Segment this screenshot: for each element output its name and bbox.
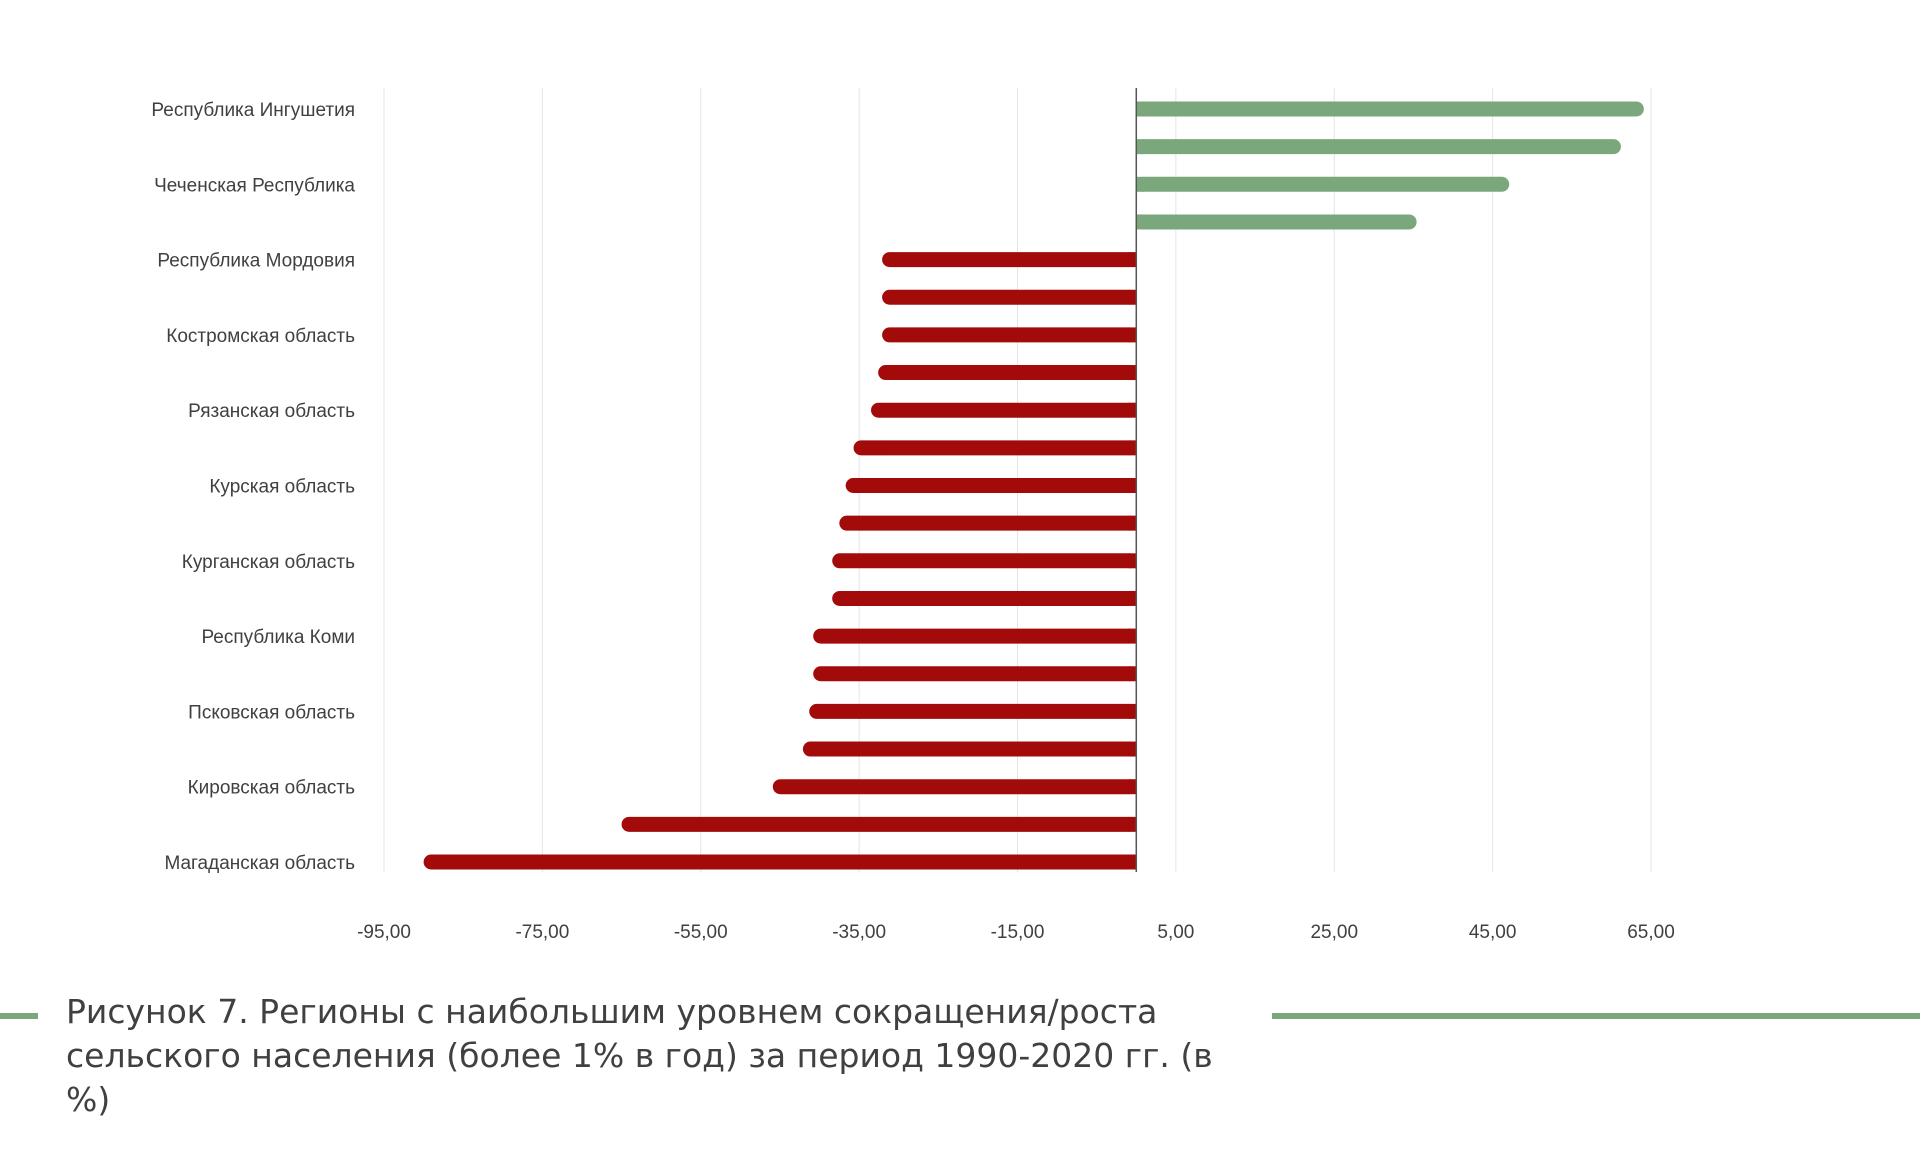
bar (882, 289, 1137, 305)
bar (809, 703, 1137, 719)
bar-base (1128, 703, 1137, 719)
figure-caption: Рисунок 7. Регионы с наибольшим уровнем … (66, 992, 1213, 1119)
x-tick-label: 25,00 (1310, 922, 1358, 943)
bar (882, 252, 1137, 268)
bar (832, 590, 1137, 606)
caption-line-left (0, 1013, 38, 1019)
bar-base (1128, 666, 1137, 682)
bar (1136, 176, 1510, 192)
chart: -95,00 -75,00 -55,00 -35,00 -15,00 5,00 25,00 4… (151, 88, 1675, 943)
bar (839, 515, 1137, 531)
bar-base (1128, 402, 1137, 418)
category-label: Республика Коми (201, 627, 355, 648)
bar (813, 628, 1137, 644)
category-label: Магаданская область (164, 853, 355, 874)
bar-base (1128, 440, 1137, 456)
bar-base (1136, 101, 1144, 117)
category-label: Курская область (209, 477, 355, 498)
bar-base (1136, 139, 1144, 155)
bar-base (1136, 214, 1144, 230)
category-label: Кировская область (188, 778, 356, 799)
category-label: Костромская область (166, 326, 355, 347)
category-label: Рязанская область (188, 401, 355, 422)
bar-base (1128, 252, 1137, 268)
x-tick-label: -75,00 (515, 922, 569, 943)
bar (423, 854, 1137, 870)
bar-base (1128, 779, 1137, 795)
category-label: Республика Ингушетия (151, 100, 355, 121)
bar-base (1128, 741, 1137, 757)
x-tick-label: -95,00 (357, 922, 411, 943)
bar-base (1128, 590, 1137, 606)
x-tick-label: 65,00 (1627, 922, 1675, 943)
bar-base (1128, 515, 1137, 531)
bar (853, 440, 1137, 456)
bar-base (1128, 854, 1137, 870)
bar-base (1128, 327, 1137, 343)
bar-base (1128, 628, 1137, 644)
bar (802, 741, 1137, 757)
bar-base (1128, 289, 1137, 305)
bar (845, 478, 1137, 493)
bar (813, 666, 1137, 682)
category-label: Республика Мордовия (157, 251, 355, 272)
bar-base (1136, 176, 1144, 192)
bar-base (1128, 478, 1137, 493)
bar-base (1128, 365, 1137, 381)
bar (1136, 214, 1417, 230)
category-label: Курганская область (182, 552, 355, 573)
x-tick-label: 5,00 (1157, 922, 1194, 943)
x-tick-label: -15,00 (991, 922, 1045, 943)
x-tick-label: -55,00 (674, 922, 728, 943)
bar (772, 779, 1137, 795)
bar (832, 553, 1137, 569)
x-tick-label: -35,00 (832, 922, 886, 943)
bar (1136, 101, 1644, 117)
category-label: Псковская область (188, 702, 355, 723)
bar (621, 816, 1137, 832)
x-tick-label: 45,00 (1469, 922, 1517, 943)
caption-line-right (1272, 1013, 1920, 1019)
bar (871, 402, 1137, 418)
bar-base (1128, 553, 1137, 569)
bar (1136, 139, 1621, 155)
bar (882, 327, 1137, 343)
category-label: Чеченская Республика (154, 175, 355, 196)
bar (878, 365, 1137, 381)
bar-base (1128, 816, 1137, 832)
